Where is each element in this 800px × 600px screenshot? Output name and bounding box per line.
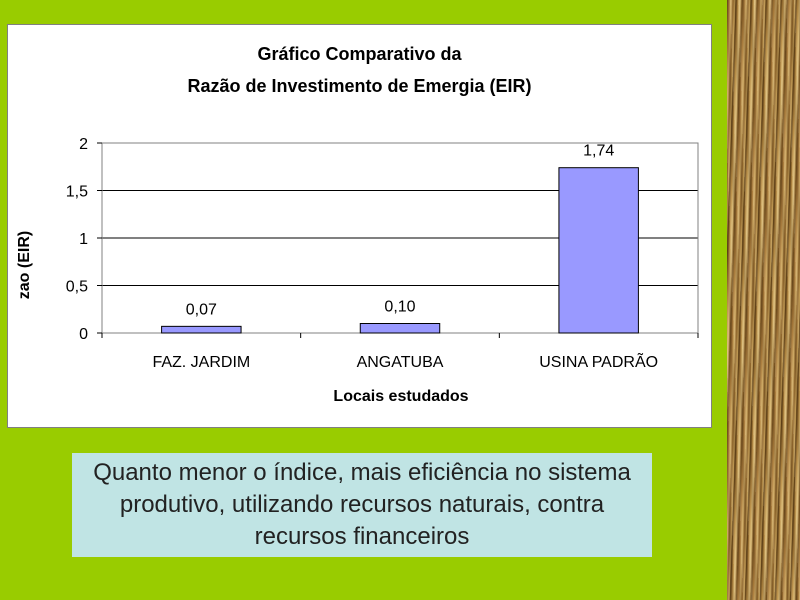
y-axis-ticks: 0 0,5 1 1,5 2 [66,136,102,343]
y-tick-label: 0 [79,326,88,343]
y-axis-title: zao (EIR) [16,231,33,299]
bars [161,167,639,334]
y-tick-label: 2 [79,136,88,153]
caption-text: Quanto menor o índice, mais eficiência n… [93,459,631,550]
y-tick-label: 1,5 [66,184,88,201]
chart-title-line-2: Razão de Investimento de Emergia (EIR) [187,76,532,96]
data-label-1: 0,10 [384,299,415,316]
data-labels: 0,07 0,10 1,74 [186,143,615,319]
category-label-1: ANGATUBA [357,354,444,371]
chart-title-line-1: Gráfico Comparativo da [257,44,462,64]
x-axis-title: Locais estudados [333,388,468,405]
data-label-2: 1,74 [583,143,614,160]
x-axis-categories: FAZ. JARDIM ANGATUBA USINA PADRÃO [101,333,699,371]
y-tick-label: 1 [79,231,88,248]
bar-0 [161,325,242,334]
straw-texture-image [727,0,800,600]
caption-box: Quanto menor o índice, mais eficiência n… [72,453,652,557]
bar-1 [359,323,441,334]
category-label-0: FAZ. JARDIM [152,354,250,371]
category-label-2: USINA PADRÃO [539,351,658,371]
y-tick-label: 0,5 [66,279,88,296]
bar-chart: 0 0,5 1 1,5 2 0,07 0,10 1,74 FAZ. JARDIM ANGATU… [16,136,699,405]
data-label-0: 0,07 [186,301,217,318]
chart-area: Gráfico Comparativo da Razão de Investim… [7,24,712,428]
bar-2 [558,167,639,334]
